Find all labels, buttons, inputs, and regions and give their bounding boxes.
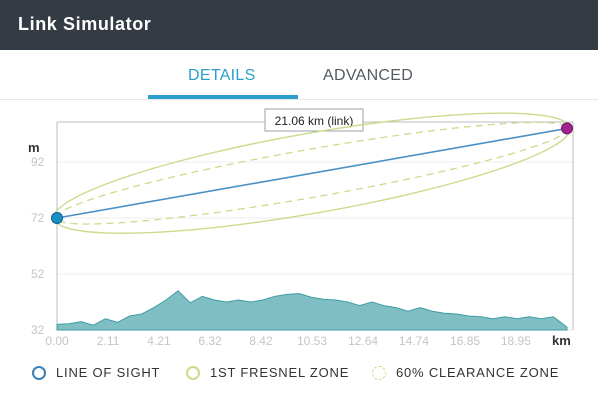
y-axis-ticks: 92 72 52 32 (31, 155, 45, 337)
x-tick-label: 10.53 (297, 334, 327, 348)
circle-outline-icon (186, 365, 200, 380)
tab-details[interactable]: DETAILS (188, 67, 256, 84)
window-title: Link Simulator (18, 14, 152, 34)
distance-bracket: 21.06 km (link) (56, 108, 574, 132)
distance-label-box (264, 108, 364, 132)
title-bar: Link Simulator (0, 0, 598, 50)
legend-label-clearance-zone: 60% CLEARANCE ZONE (396, 365, 560, 380)
terrain-profile (56, 290, 568, 331)
x-axis-unit: km (552, 333, 571, 348)
link-profile-chart: 21.06 km (link) m km 92 72 52 32 0.00 2.11 4.… (28, 108, 574, 348)
x-axis-ticks: 0.00 2.11 4.21 6.32 8.42 10.53 12.64 14.74 16.85… (45, 334, 531, 348)
x-tick-label: 18.95 (501, 334, 531, 348)
y-tick-label: 72 (31, 211, 45, 225)
line-of-sight (56, 127, 568, 219)
x-tick-label: 6.32 (198, 334, 222, 348)
x-tick-label: 0.00 (45, 334, 69, 348)
tab-advanced[interactable]: ADVANCED (323, 67, 414, 84)
legend-label-fresnel-zone: 1ST FRESNEL ZONE (210, 365, 350, 380)
endpoint-a-marker[interactable] (51, 212, 63, 224)
legend-fresnel-zone: 1ST FRESNEL ZONE (186, 365, 349, 380)
tab-bar: DETAILS ADVANCED (0, 50, 598, 100)
x-tick-label: 16.85 (450, 334, 480, 348)
active-tab-indicator (148, 95, 298, 99)
y-tick-label: 32 (31, 323, 45, 337)
y-tick-label: 92 (31, 155, 45, 169)
x-tick-label: 8.42 (249, 334, 273, 348)
y-tick-label: 52 (31, 267, 45, 281)
legend-line-of-sight: LINE OF SIGHT (32, 365, 160, 380)
legend-clearance-zone: 60% CLEARANCE ZONE (372, 365, 559, 380)
legend-label-line-of-sight: LINE OF SIGHT (56, 365, 161, 380)
endpoint-b-marker[interactable] (561, 122, 573, 135)
legend: LINE OF SIGHT 1ST FRESNEL ZONE 60% CLEAR… (0, 365, 598, 389)
distance-label: 21.06 km (link) (275, 114, 354, 128)
x-tick-label: 2.11 (97, 334, 120, 348)
tabs-divider (0, 99, 598, 100)
y-axis-unit: m (28, 140, 40, 155)
circle-outline-icon (32, 365, 46, 380)
x-tick-label: 4.21 (147, 334, 171, 348)
dashed-circle-icon (372, 365, 386, 380)
x-tick-label: 14.74 (399, 334, 429, 348)
x-tick-label: 12.64 (348, 334, 378, 348)
